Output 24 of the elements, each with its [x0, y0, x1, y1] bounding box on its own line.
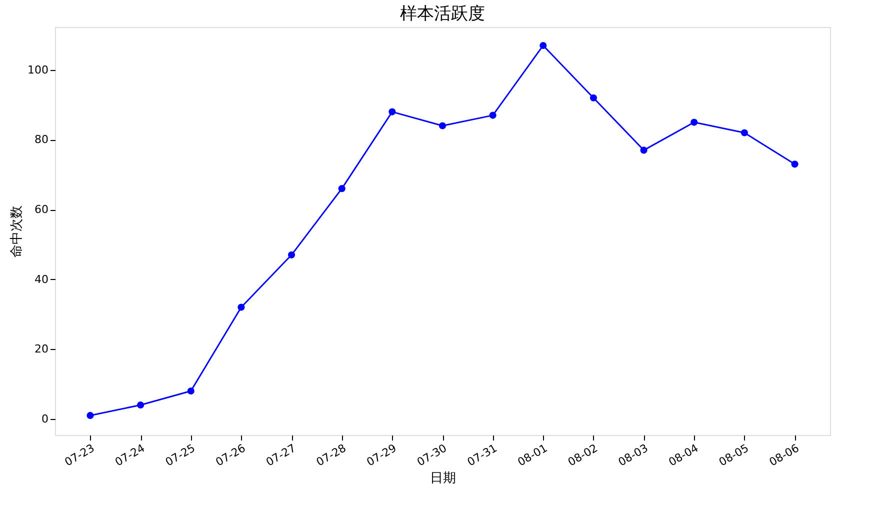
point — [791, 160, 798, 168]
point — [438, 122, 446, 130]
point — [187, 387, 194, 395]
point — [288, 251, 296, 258]
point — [489, 112, 496, 119]
point — [740, 129, 748, 136]
point — [238, 304, 245, 311]
point — [590, 94, 598, 102]
chart-title: 样本活跃度 — [400, 4, 485, 24]
point — [137, 401, 144, 409]
point — [690, 118, 698, 126]
point — [388, 108, 396, 116]
y-tick-label: 20 — [34, 342, 48, 356]
y-tick-label: 80 — [34, 133, 48, 146]
point — [338, 185, 346, 192]
y-tick-label: 100 — [28, 63, 48, 76]
y-tick-label: 40 — [34, 272, 48, 286]
point — [86, 412, 94, 419]
y-tick-label: 0 — [42, 412, 48, 426]
point — [540, 42, 547, 50]
y-axis-title: 命中次数 — [10, 206, 25, 258]
point — [640, 146, 648, 154]
y-tick-label: 60 — [34, 203, 48, 216]
x-axis-title: 日期 — [430, 471, 456, 486]
